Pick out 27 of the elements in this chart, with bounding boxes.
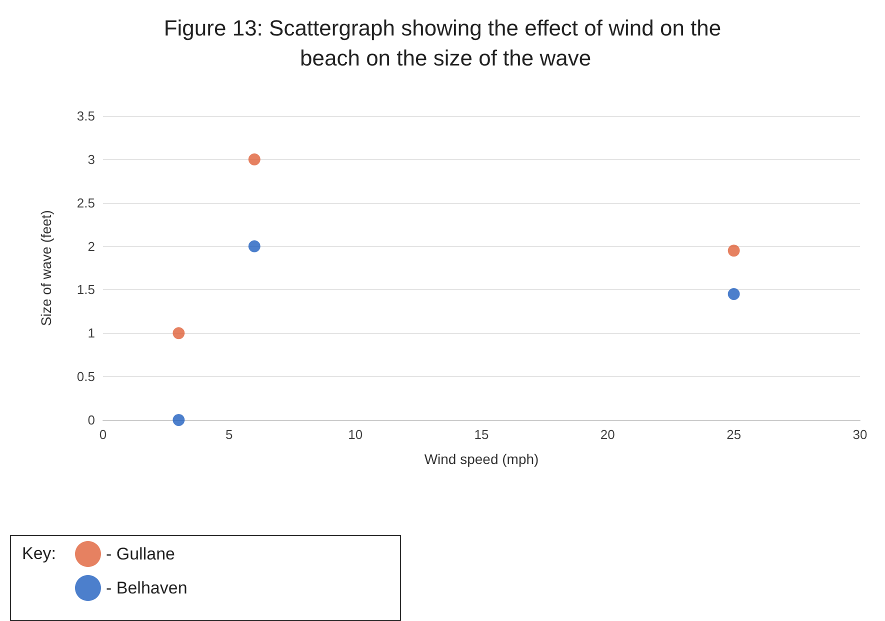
point [728,288,740,300]
x-axis-title: Wind speed (mph) [424,451,539,467]
y-tick-label: 2 [88,238,95,254]
y-tick-label: 3.5 [76,108,95,124]
legend-title: Key: [22,544,56,563]
point [728,244,740,257]
y-axis-title: Size of wave (feet) [38,210,54,326]
x-tick-label: 5 [226,427,233,442]
y-tick-label: 1 [88,326,95,341]
y-tick-label: 0.5 [76,369,95,384]
y-tick-label: 2.5 [76,195,95,210]
point [248,153,260,166]
chart-title: Figure 13: Scattergraph showing the effect of wind on the beach on the size of the wave [164,16,722,70]
legend-label: - Belhaven [106,578,188,598]
x-tick-label: 10 [348,427,363,442]
y-tick-label: 1.5 [76,282,95,298]
point [248,240,260,252]
y-tick-label: 0 [88,412,95,428]
y-tick-label: 3 [88,152,95,167]
x-tick-label: 0 [99,427,107,442]
legend-label: - Gullane [106,544,175,564]
x-tick-label: 25 [726,427,742,442]
x-tick-label: 15 [474,427,489,442]
point [172,414,185,426]
x-tick-label: 20 [600,427,615,442]
x-tick-label: 30 [852,427,868,442]
point [172,327,185,340]
